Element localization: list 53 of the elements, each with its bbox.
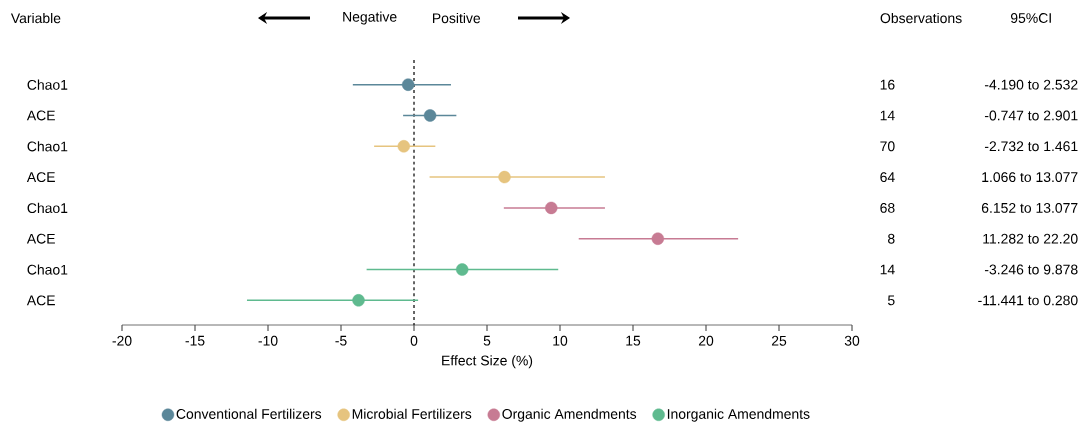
x-tick-label: 15 [626,335,641,346]
y-tick-label: ACE [26,233,55,244]
text: Observations [880,12,962,24]
y-tick-label: ACE [26,295,55,306]
x-tick-label: -20 [112,335,132,346]
y-tick-label: Chao1 [27,264,68,275]
text: 6.152 to 13.077 [981,202,1078,213]
text: 11.282 to 22.20 [983,233,1078,244]
text: 14 [880,264,895,275]
x-tick-label: -15 [185,335,205,346]
y-axis-title: Variable [10,12,61,24]
text: -3.246 to 9.878 [984,264,1078,275]
text: -11.441 to 0.280 [978,295,1078,306]
text: -4.190 to 2.532 [984,79,1078,90]
text: Negative [343,11,397,25]
point [423,109,437,122]
x-tick-label: 30 [844,335,860,346]
point [455,263,469,276]
x-tick-label: 20 [698,335,714,346]
text: 64 [880,172,895,183]
point [397,140,410,153]
x-tick-label: 25 [771,335,787,346]
legend-label: Microbial Fertilizers [352,408,472,419]
x-tick-label: -5 [335,335,347,346]
point [401,78,415,91]
x-axis-title: Effect Size (%) [442,355,533,369]
y-tick-label: Chao1 [27,79,68,90]
y-tick-label: Chao1 [27,141,68,152]
x-tick-label: -10 [258,335,278,346]
text: 5 [887,295,895,306]
point [545,201,558,215]
y-tick-label: Chao1 [27,202,68,214]
text: -2.732 to 1.461 [984,141,1078,152]
y-tick-label: ACE [26,110,55,121]
text: 70 [880,141,895,152]
text: 95%CI [1010,13,1051,23]
text: Positive [432,12,481,24]
text: 14 [880,110,895,121]
legend-label: Conventional Fertilizers [176,408,322,419]
y-tick-label: ACE [26,172,55,183]
point [498,170,511,184]
text: 1.066 to 13.077 [982,172,1078,183]
x-tick-label: 10 [553,335,568,346]
legend-label: Inorganic Amendments [667,408,810,422]
point [352,294,365,307]
point [651,232,665,245]
x-tick-label: 0 [410,335,418,346]
text: 8 [888,233,895,244]
text: 68 [880,202,895,213]
x-tick-label: 5 [483,335,491,346]
legend-label: Organic Amendments [502,408,637,422]
text: -0.747 to 2.901 [984,110,1078,121]
text: 16 [880,79,895,90]
